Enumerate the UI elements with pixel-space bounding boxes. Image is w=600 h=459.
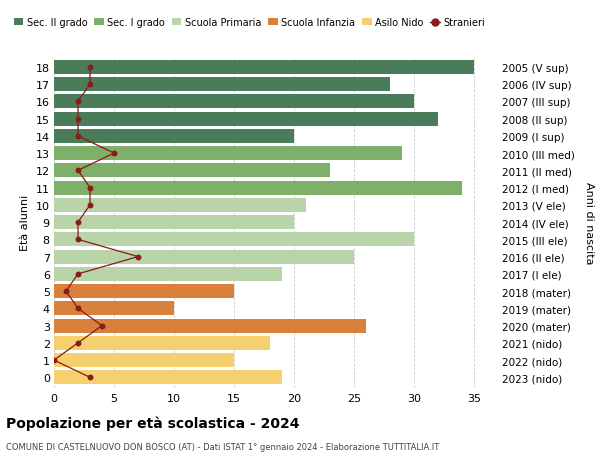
Point (73, 305, 83, 312)
Bar (54, 233, 414, 247)
Point (73, 116, 83, 123)
Bar (54, 336, 270, 350)
Y-axis label: Età alunni: Età alunni (20, 195, 30, 251)
Bar (54, 95, 414, 109)
Bar (54, 181, 462, 195)
Bar (54, 216, 294, 230)
Point (85, 64, 95, 71)
Bar (54, 370, 282, 385)
Bar (54, 267, 282, 281)
Point (73, 236, 83, 243)
Bar (54, 250, 354, 264)
Point (109, 150, 119, 157)
Point (85, 202, 95, 209)
Bar (54, 78, 390, 92)
Bar (54, 198, 306, 213)
Bar (54, 147, 402, 161)
Point (73, 133, 83, 140)
Point (133, 253, 143, 261)
Point (73, 219, 83, 226)
Point (85, 81, 95, 89)
Bar (54, 164, 330, 178)
Bar (54, 112, 438, 126)
Point (49, 357, 59, 364)
Bar (54, 61, 474, 75)
Text: COMUNE DI CASTELNUOVO DON BOSCO (AT) - Dati ISTAT 1° gennaio 2024 - Elaborazione: COMUNE DI CASTELNUOVO DON BOSCO (AT) - D… (6, 442, 439, 451)
Bar (54, 302, 174, 316)
Point (61, 288, 71, 295)
Point (73, 270, 83, 278)
Point (73, 340, 83, 347)
Point (85, 185, 95, 192)
Y-axis label: Anni di nascita: Anni di nascita (584, 181, 595, 264)
Bar (54, 285, 234, 298)
Point (73, 99, 83, 106)
Bar (54, 319, 366, 333)
Point (97, 322, 107, 330)
Bar (54, 353, 234, 367)
Point (73, 168, 83, 175)
Text: Popolazione per età scolastica - 2024: Popolazione per età scolastica - 2024 (6, 415, 299, 430)
Legend: Sec. II grado, Sec. I grado, Scuola Primaria, Scuola Infanzia, Asilo Nido, Stran: Sec. II grado, Sec. I grado, Scuola Prim… (10, 14, 489, 32)
Point (85, 374, 95, 381)
Bar (54, 129, 294, 144)
